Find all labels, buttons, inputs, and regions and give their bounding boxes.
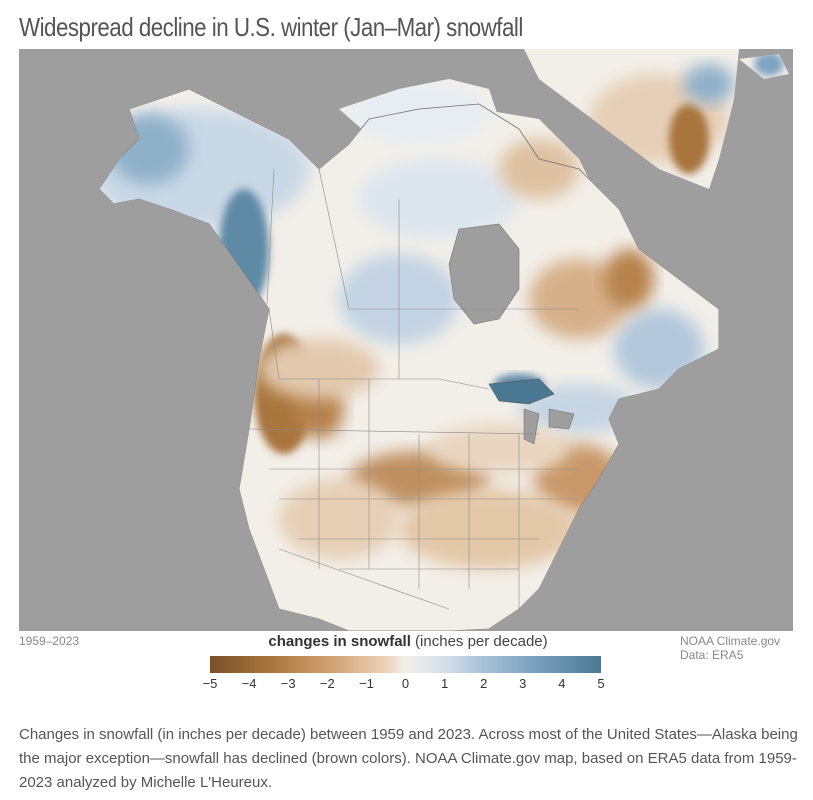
legend-tick: −4 — [241, 676, 257, 691]
color-scale-bar — [210, 656, 601, 673]
credit-line: NOAA Climate.gov — [680, 634, 781, 648]
legend-tick: 5 — [597, 676, 605, 691]
legend-tick: −1 — [358, 676, 374, 691]
boundaries — [248, 168, 579, 610]
snowfall-change-map — [19, 49, 793, 631]
legend-ticks: −5 −4 −3 −2 −1 0 1 2 3 4 5 — [203, 676, 605, 694]
legend-tick: 1 — [440, 676, 449, 691]
legend-tick: 4 — [558, 676, 566, 691]
legend-tick: −3 — [280, 676, 296, 691]
caption: Changes in snowfall (in inches per decad… — [19, 726, 798, 791]
time-period-label: 1959–2023 — [19, 634, 80, 648]
credit-line: Data: ERA5 — [680, 648, 744, 662]
great-lakes — [488, 378, 555, 405]
legend-tick: −5 — [202, 676, 218, 691]
hudson-bay — [448, 223, 520, 325]
legend-tick: 2 — [480, 676, 488, 691]
legend-tick: −2 — [319, 676, 335, 691]
map-canvas — [99, 49, 789, 631]
legend-title: changes in snowfall (inches per decade) — [216, 633, 600, 650]
legend-title-units: (inches per decade) — [410, 633, 548, 650]
source-credit: NOAA Climate.gov Data: ERA5 — [680, 634, 780, 662]
legend-title-bold: changes in snowfall — [268, 633, 411, 650]
legend-tick: 3 — [519, 676, 527, 691]
land-areas — [99, 49, 789, 631]
map-title: Widespread decline in U.S. winter (Jan–M… — [19, 12, 523, 42]
legend-tick: 0 — [401, 676, 410, 691]
